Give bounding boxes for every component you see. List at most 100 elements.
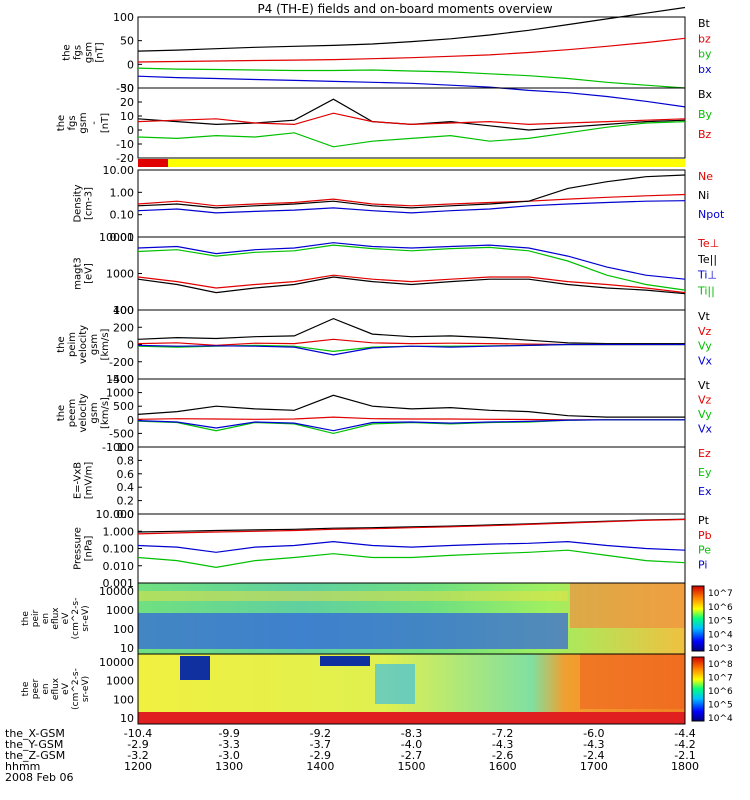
panel-frame: [137, 87, 686, 159]
series-line-Ti⊥: [137, 242, 686, 280]
series-line-Vx: [137, 343, 685, 356]
low-energy-band: [138, 712, 685, 724]
x-tick-label: 1500: [398, 760, 426, 773]
y-tick-label: 0.4: [117, 481, 135, 494]
y-axis-label-line: (cm^2-s-: [71, 668, 81, 710]
colorbar-tick-label: 10^4: [708, 630, 733, 640]
y-axis-label-line: [mV/m]: [84, 462, 95, 500]
y-axis-label-line: (cm^2-s-: [71, 598, 81, 640]
y-axis-label-line: [cm-3]: [84, 187, 95, 220]
legend-entry: Bx: [698, 88, 713, 101]
y-axis-label-line: eV: [61, 612, 71, 625]
legend-entry: Ni: [698, 189, 709, 202]
legend-entry: Bt: [698, 17, 711, 30]
legend-entry: bz: [698, 32, 711, 45]
y-tick-label: 0.100: [103, 543, 135, 556]
panel-3: 10000 1000 100 magt3 [eV] Te⊥ Te|| Ti⊥ Ti||: [73, 231, 720, 317]
y-tick-label: 0.10: [110, 209, 135, 222]
x-tick-label: -6.0: [583, 727, 604, 740]
series-line-Bt: [137, 6, 686, 52]
colorbar-tick-label: 10^5: [708, 617, 733, 627]
x-row-label: the_Z-GSM: [5, 749, 65, 762]
spectrogram-frame: [137, 653, 686, 725]
y-tick-label: 30: [120, 82, 134, 95]
y-axis-label-line: [nT]: [100, 113, 111, 133]
series-line-Bx: [137, 98, 686, 131]
legend-entry: Vt: [698, 379, 711, 392]
y-axis-label-line: sr-eV): [81, 676, 91, 702]
x-tick-label: -3.0: [218, 749, 239, 762]
legend-entry: Pt: [698, 514, 710, 527]
y-tick-label: 1000: [106, 604, 134, 617]
x-tick-label: -9.9: [218, 727, 239, 740]
y-tick-label: 100: [113, 11, 134, 24]
dropout-2: [320, 656, 370, 666]
x-tick-label: 1800: [671, 760, 699, 773]
y-tick-label: 10.00: [103, 164, 135, 177]
x-tick-label: -2.1: [674, 749, 695, 762]
y-tick-label: 10: [120, 110, 134, 123]
series-line-Pe: [137, 549, 686, 569]
x-tick-label: -10.4: [124, 727, 152, 740]
mid-band: [375, 664, 415, 704]
panel-frame: [137, 16, 686, 89]
y-tick-label: 1500: [106, 373, 134, 386]
y-axis-label-line: the: [62, 44, 73, 60]
y-tick-label: 0.0: [117, 508, 135, 521]
y-tick-label: 0.8: [117, 454, 135, 467]
y-tick-label: 0: [127, 339, 134, 352]
x-tick-label: 1400: [306, 760, 334, 773]
legend-entry: Vy: [698, 408, 712, 421]
late-band: [570, 583, 685, 628]
series-line-Te||: [137, 276, 686, 295]
series-line-Npot: [137, 200, 686, 214]
y-tick-label: 1.00: [110, 186, 135, 199]
colorbar-tick-label: 10^8: [708, 660, 733, 670]
series-line-Vx: [137, 419, 685, 432]
colorbar: [691, 585, 705, 652]
x-tick-label: -4.4: [674, 727, 695, 740]
spectrogram-1: 10000 1000 100 10 the peer en eflux eV (cm^2-s-sr…: [21, 653, 733, 725]
colorbar-tick-label: 10^3: [708, 644, 733, 654]
y-tick-label: 10000: [99, 231, 134, 244]
series-line-Te⊥: [137, 274, 686, 294]
y-axis-label-line: eV: [61, 682, 71, 695]
legend-entry: Ey: [698, 466, 712, 479]
y-tick-label: 10000: [99, 656, 134, 669]
y-tick-label: 0: [127, 124, 134, 137]
y-tick-label: 50: [120, 35, 134, 48]
x-row-label: the_Y-GSM: [5, 738, 63, 751]
y-axis-label: magt3 [eV]: [73, 257, 95, 290]
y-axis-label-line: [nT]: [95, 42, 106, 62]
y-axis-label: the peem velocity gsm [km/s]: [56, 393, 111, 432]
legend-entry: Te⊥: [697, 237, 719, 250]
y-tick-label: 0.6: [117, 468, 135, 481]
y-axis-label: the peer en eflux eV (cm^2-s-sr-eV): [21, 668, 91, 710]
panel-2: 10.00 1.00 0.10 0.01 Density [cm-3] Ne Ni Npot: [73, 164, 725, 244]
y-tick-label: 1.0: [117, 441, 135, 454]
x-tick-label: -3.3: [218, 738, 239, 751]
y-tick-label: 1000: [106, 387, 134, 400]
x-tick-label: -2.7: [401, 749, 422, 762]
y-tick-label: 0.2: [117, 495, 135, 508]
mode-bar-fast: [138, 159, 168, 167]
series-line-bz: [137, 37, 686, 63]
y-axis-label-line: the: [21, 681, 31, 696]
series-line-Ne: [137, 193, 686, 207]
y-axis-label-line: gsm: [89, 334, 100, 355]
y-axis-label-line: the: [21, 611, 31, 626]
y-axis-label-line: the: [56, 115, 67, 131]
y-axis-label: E=-VxB [mV/m]: [73, 462, 95, 500]
x-tick-label: -3.7: [310, 738, 331, 751]
x-tick-label: -4.0: [401, 738, 422, 751]
legend-entry: Pi: [698, 558, 707, 571]
y-tick-label: 500: [113, 400, 134, 413]
legend-entry: Npot: [698, 208, 725, 221]
colorbar-tick-label: 10^5: [708, 701, 733, 711]
y-axis-label-line: Pressure: [73, 527, 84, 570]
y-axis-label-line: [km/s]: [100, 397, 111, 429]
chart-title: P4 (TH-E) fields and on-board moments ov…: [257, 2, 552, 16]
legend-entry: Vt: [698, 310, 711, 323]
y-tick-label: 100: [113, 693, 134, 706]
high-energy-band: [138, 591, 568, 601]
